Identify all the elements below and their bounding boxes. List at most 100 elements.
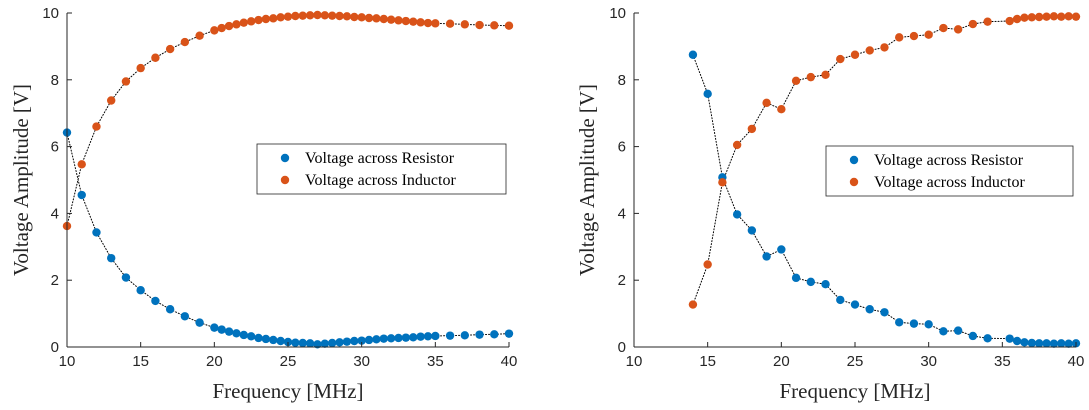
resistor-point bbox=[1034, 339, 1044, 348]
inductor-point bbox=[291, 11, 300, 21]
resistor-point bbox=[224, 327, 234, 336]
x-tick-label: 30 bbox=[920, 353, 937, 370]
legend-box bbox=[256, 143, 507, 195]
resistor-point bbox=[195, 318, 204, 327]
inductor-point bbox=[431, 19, 440, 28]
inductor-point bbox=[688, 300, 698, 309]
resistor-point bbox=[386, 334, 396, 343]
inductor-point bbox=[806, 72, 815, 82]
resistor-point bbox=[968, 331, 978, 341]
resistor-legend-marker bbox=[280, 153, 290, 163]
inductor-point bbox=[718, 178, 727, 187]
resistor-point bbox=[342, 337, 352, 346]
resistor-point bbox=[335, 338, 344, 347]
resistor-point bbox=[291, 338, 300, 347]
inductor-point bbox=[342, 12, 352, 21]
inductor-point bbox=[1071, 12, 1081, 21]
inductor-point bbox=[1064, 12, 1073, 21]
resistor-point bbox=[703, 89, 712, 99]
resistor-point bbox=[232, 329, 241, 338]
inductor-point bbox=[1027, 13, 1037, 22]
resistor-point bbox=[762, 252, 771, 261]
resistor-point bbox=[504, 329, 514, 338]
inductor-point bbox=[747, 124, 757, 134]
resistor-point bbox=[747, 226, 757, 235]
inductor-point bbox=[372, 14, 381, 23]
resistor-point bbox=[409, 333, 418, 342]
inductor-point bbox=[92, 122, 101, 131]
resistor-point bbox=[688, 50, 698, 59]
inductor-point bbox=[350, 12, 359, 22]
resistor-point bbox=[850, 300, 860, 309]
resistor-point bbox=[261, 334, 271, 344]
resistor-point bbox=[732, 210, 742, 219]
inductor-point bbox=[1042, 12, 1051, 21]
y-tick-label: 8 bbox=[618, 72, 626, 89]
y-tick-label: 10 bbox=[42, 5, 59, 22]
inductor-point bbox=[475, 20, 484, 30]
resistor-point bbox=[939, 327, 948, 336]
x-tick-label: 10 bbox=[626, 353, 643, 370]
y-tick-label: 4 bbox=[618, 205, 626, 222]
inductor-point bbox=[850, 50, 860, 59]
x-tick-label: 30 bbox=[353, 353, 370, 370]
resistor-point bbox=[1020, 338, 1029, 347]
y-tick-label: 8 bbox=[51, 72, 59, 89]
inductor-point bbox=[195, 31, 204, 40]
y-tick-label: 10 bbox=[609, 5, 626, 22]
y-tick-label: 0 bbox=[51, 339, 59, 356]
resistor-point bbox=[1049, 339, 1059, 348]
resistor-point bbox=[475, 330, 484, 339]
inductor-point bbox=[983, 17, 992, 26]
resistor-point bbox=[379, 334, 388, 343]
inductor-point bbox=[283, 12, 293, 21]
inductor-point bbox=[224, 21, 234, 31]
resistor-point bbox=[924, 320, 933, 329]
inductor-point bbox=[379, 14, 388, 24]
resistor-point bbox=[372, 335, 381, 344]
resistor-fit-curve bbox=[692, 54, 1077, 345]
resistor-point bbox=[180, 312, 190, 321]
inductor-point bbox=[136, 63, 145, 73]
resistor-point bbox=[1064, 339, 1073, 348]
resistor-point bbox=[777, 245, 786, 254]
x-tick-label: 40 bbox=[501, 353, 518, 370]
resistor-point bbox=[298, 338, 307, 348]
inductor-point bbox=[1012, 14, 1022, 24]
resistor-point bbox=[401, 333, 411, 342]
inductor-point bbox=[151, 53, 160, 62]
y-tick-label: 2 bbox=[618, 272, 626, 289]
x-tick-label: 20 bbox=[206, 353, 223, 370]
inductor-point bbox=[909, 31, 919, 41]
resistor-point bbox=[328, 338, 337, 348]
x-tick-label: 10 bbox=[59, 353, 76, 370]
x-tick-label: 40 bbox=[1068, 353, 1085, 370]
inductor-point bbox=[180, 37, 190, 47]
resistor-point bbox=[121, 273, 131, 282]
inductor-point bbox=[121, 77, 131, 86]
resistor-point bbox=[1042, 339, 1051, 348]
inductor-point bbox=[401, 16, 411, 26]
resistor-point bbox=[460, 331, 469, 340]
resistor-point bbox=[136, 286, 145, 295]
inductor-point bbox=[880, 43, 889, 52]
inductor-legend-label: Voltage across Inductor bbox=[305, 172, 456, 189]
inductor-point bbox=[409, 17, 418, 26]
inductor-point bbox=[364, 13, 374, 23]
inductor-point bbox=[1057, 12, 1066, 21]
y-tick-label: 4 bbox=[51, 205, 59, 222]
inductor-point bbox=[1049, 12, 1059, 21]
inductor-point bbox=[298, 11, 307, 20]
inductor-point bbox=[305, 11, 315, 20]
inductor-point bbox=[762, 98, 771, 108]
inductor-point bbox=[107, 96, 116, 105]
resistor-point bbox=[431, 331, 440, 341]
resistor-point bbox=[909, 319, 919, 328]
inductor-point bbox=[254, 15, 263, 25]
resistor-point bbox=[806, 277, 815, 287]
resistor-point bbox=[77, 190, 86, 200]
resistor-point bbox=[791, 273, 801, 283]
resistor-point bbox=[821, 280, 830, 289]
x-tick-label: 15 bbox=[699, 353, 716, 370]
resistor-point bbox=[254, 333, 263, 343]
